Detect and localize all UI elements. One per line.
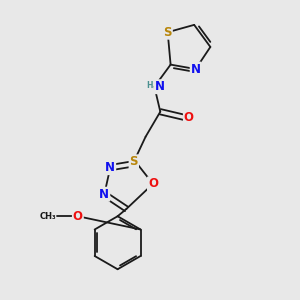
Text: O: O [148, 177, 158, 190]
Text: N: N [190, 62, 201, 76]
Text: S: S [164, 26, 172, 39]
Text: N: N [105, 161, 115, 174]
Text: S: S [130, 155, 138, 168]
Text: N: N [99, 188, 110, 201]
Text: H: H [146, 81, 153, 90]
Text: O: O [73, 210, 83, 223]
Text: CH₃: CH₃ [39, 212, 56, 221]
Text: O: O [184, 111, 194, 124]
Text: N: N [155, 80, 165, 93]
